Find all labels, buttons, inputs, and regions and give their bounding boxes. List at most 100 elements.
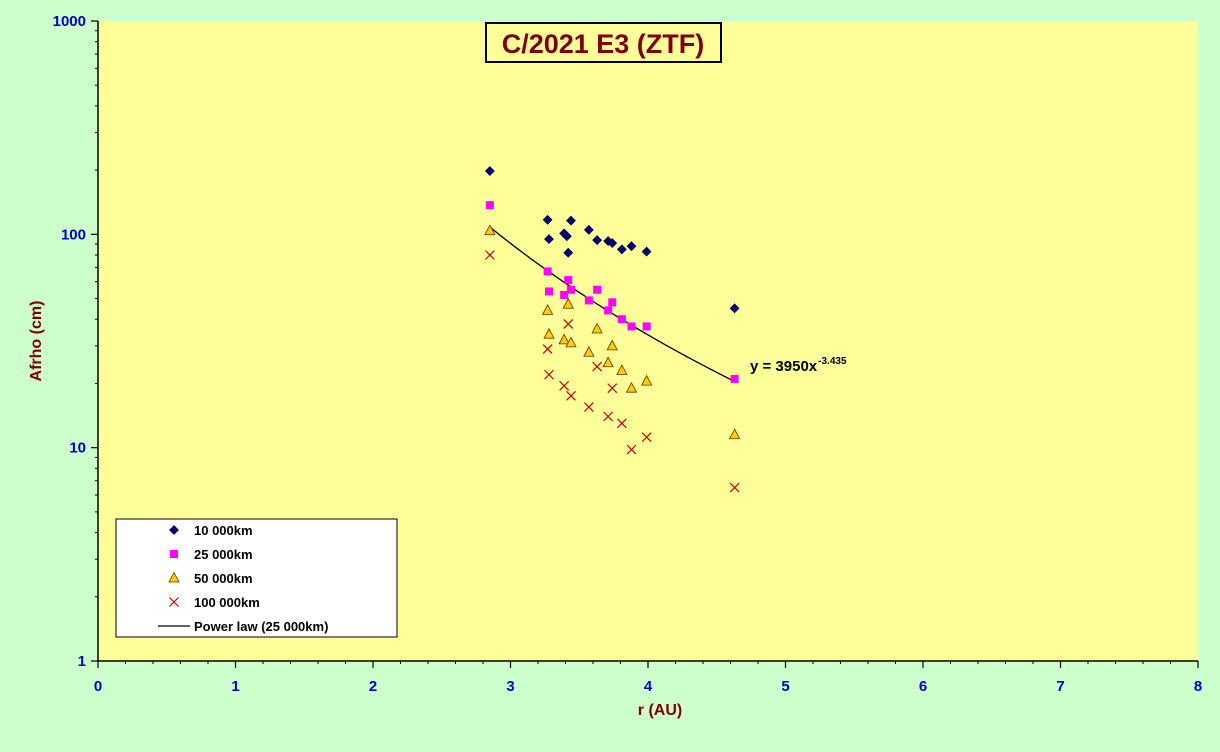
x-tick-label: 6 (919, 678, 927, 695)
legend-marker (169, 597, 179, 607)
data-point (559, 380, 570, 391)
data-point (617, 315, 626, 324)
y-axis-label: Afrho (cm) (28, 301, 45, 382)
x-tick-label: 5 (781, 678, 789, 695)
legend-item: 10 000km (169, 523, 253, 538)
series-diamond (484, 166, 740, 314)
y-tick-label: 1 (78, 653, 86, 670)
data-point (641, 432, 652, 443)
data-point (607, 238, 618, 248)
data-point (591, 322, 603, 334)
legend-item: 50 000km (168, 571, 253, 586)
x-tick-label: 7 (1056, 678, 1064, 695)
data-point (563, 247, 574, 258)
x-tick-label: 4 (644, 678, 653, 695)
data-point (606, 339, 618, 351)
series-square (485, 201, 739, 383)
data-point (616, 364, 628, 375)
fit-line-layer (489, 226, 735, 383)
data-point (627, 322, 636, 331)
legend-marker (170, 550, 178, 558)
data-point (484, 250, 495, 260)
legend-item: 25 000km (170, 547, 253, 562)
chart-title-frame (485, 22, 722, 63)
data-point (593, 285, 602, 294)
y-tick-label: 1000 (53, 13, 86, 30)
data-point (562, 297, 574, 309)
legend-label: 100 000km (194, 595, 260, 610)
y-tick-label: 100 (61, 226, 86, 243)
data-point (616, 418, 627, 429)
data-point (564, 276, 573, 285)
data-points-layer (484, 166, 741, 493)
data-point (640, 374, 653, 386)
data-point (566, 215, 576, 226)
x-tick-label: 2 (369, 678, 377, 695)
data-point (729, 482, 740, 493)
chart-title: C/2021 E3 (ZTF) (502, 29, 705, 59)
data-point (566, 390, 576, 401)
data-point (728, 428, 741, 440)
data-point (484, 166, 495, 176)
data-point (592, 235, 603, 245)
data-point (730, 374, 739, 383)
x-tick-label: 1 (231, 678, 239, 695)
data-point (542, 214, 553, 225)
data-point (616, 244, 627, 255)
data-point (565, 336, 577, 348)
series-triangle (484, 224, 741, 440)
data-point (583, 402, 594, 412)
data-point (608, 298, 617, 307)
data-point (607, 383, 618, 394)
data-point (583, 224, 594, 235)
legend-label: 10 000km (194, 523, 253, 538)
legend: 10 000km 25 000km 50 000km 100 000km Power l… (115, 518, 398, 638)
data-point (626, 444, 637, 455)
data-point (541, 304, 554, 315)
fit-equation-exponent: -3.435 (818, 356, 847, 367)
data-point (602, 356, 614, 368)
fit-equation-text: y = 3950x (750, 358, 818, 375)
data-point (641, 246, 652, 257)
data-point (563, 319, 574, 329)
x-tick-label: 0 (94, 678, 102, 695)
data-point (583, 345, 595, 357)
x-tick-label: 3 (506, 678, 514, 695)
data-point (542, 344, 553, 354)
data-point (560, 290, 569, 299)
data-point (545, 287, 553, 296)
x-axis-label: r (AU) (638, 702, 682, 719)
data-point (561, 231, 572, 242)
data-point (485, 201, 494, 210)
x-tick-label: 8 (1194, 678, 1202, 695)
data-point (558, 333, 570, 345)
legend-marker (168, 571, 180, 583)
y-tick-label: 10 (69, 440, 86, 457)
legend-label: 25 000km (194, 547, 253, 562)
data-point (626, 241, 637, 252)
legend-label: Power law (25 000km) (194, 619, 328, 634)
legend-marker (169, 525, 179, 535)
data-point (642, 322, 651, 331)
series-x (484, 250, 740, 493)
data-point (484, 224, 496, 236)
data-point (604, 306, 613, 315)
chart-title-box: C/2021 E3 (ZTF) (485, 22, 722, 63)
data-point (567, 285, 575, 294)
data-point (729, 303, 740, 314)
legend-item: Power law (25 000km) (158, 619, 328, 634)
legend-label: 50 000km (194, 571, 253, 586)
data-point (603, 411, 614, 422)
legend-item: 100 000km (169, 595, 260, 610)
data-point (543, 267, 552, 276)
data-point (625, 381, 638, 393)
fit-equation: y = 3950x -3.435 (750, 356, 847, 375)
data-point (543, 327, 555, 339)
legend-frame (115, 518, 398, 638)
fit-line (489, 226, 735, 383)
data-point (584, 296, 593, 305)
data-point (592, 361, 603, 372)
data-point (544, 369, 554, 380)
data-point (544, 234, 554, 245)
